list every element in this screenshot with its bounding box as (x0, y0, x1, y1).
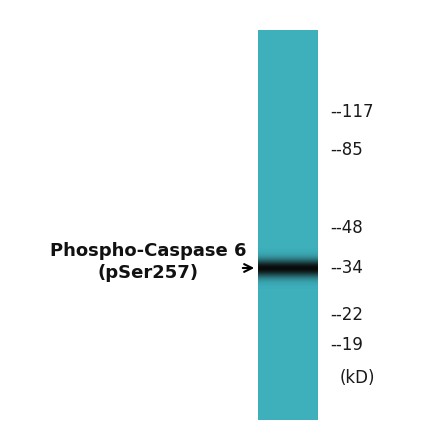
Text: --48: --48 (330, 219, 363, 237)
Bar (258, 249, 318, 250)
Bar (258, 251, 318, 253)
Bar (258, 251, 318, 252)
Bar (258, 284, 318, 285)
Bar (258, 264, 318, 265)
Bar (258, 268, 318, 269)
Bar (258, 266, 318, 268)
Bar (258, 30, 318, 420)
Text: --19: --19 (330, 336, 363, 354)
Bar (258, 265, 318, 266)
Bar (258, 253, 318, 254)
Bar (258, 277, 318, 278)
Bar (258, 279, 318, 280)
Bar (258, 268, 318, 269)
Bar (258, 280, 318, 281)
Bar (258, 284, 318, 285)
Bar (258, 285, 318, 286)
Bar (258, 279, 318, 280)
Bar (258, 270, 318, 271)
Bar (258, 269, 318, 270)
Bar (258, 248, 318, 250)
Text: (kD): (kD) (340, 369, 375, 387)
Bar (258, 271, 318, 272)
Bar (258, 254, 318, 255)
Bar (258, 263, 318, 264)
Bar (258, 260, 318, 261)
Bar (258, 250, 318, 251)
Bar (258, 258, 318, 259)
Bar (258, 250, 318, 251)
Bar (258, 259, 318, 261)
Bar (258, 253, 318, 254)
Bar (258, 257, 318, 258)
Bar (258, 274, 318, 275)
Bar (258, 278, 318, 279)
Bar (258, 277, 318, 279)
Bar (258, 259, 318, 260)
Bar (258, 273, 318, 274)
Bar (258, 262, 318, 263)
Bar (258, 257, 318, 258)
Bar (258, 273, 318, 274)
Bar (258, 272, 318, 273)
Bar (258, 282, 318, 283)
Bar (258, 287, 318, 288)
Bar (258, 281, 318, 283)
Bar (258, 252, 318, 253)
Bar (258, 266, 318, 267)
Bar (258, 255, 318, 256)
Bar (258, 265, 318, 266)
Bar (258, 261, 318, 262)
Bar (258, 280, 318, 281)
Bar (258, 283, 318, 284)
Bar (258, 258, 318, 259)
Bar (258, 269, 318, 270)
Text: --117: --117 (330, 103, 374, 121)
Bar (258, 286, 318, 287)
Bar (258, 276, 318, 277)
Bar (258, 256, 318, 257)
Bar (258, 276, 318, 277)
Bar (258, 248, 318, 249)
Text: --85: --85 (330, 141, 363, 159)
Text: --22: --22 (330, 306, 363, 324)
Bar (258, 285, 318, 287)
Text: (pSer257): (pSer257) (98, 264, 198, 282)
Bar (258, 274, 318, 276)
Bar (258, 283, 318, 284)
Bar (258, 287, 318, 288)
Bar (258, 264, 318, 265)
Text: --34: --34 (330, 259, 363, 277)
Bar (258, 267, 318, 268)
Bar (258, 270, 318, 272)
Bar (258, 254, 318, 255)
Bar (258, 261, 318, 262)
Bar (258, 262, 318, 264)
Bar (258, 275, 318, 276)
Text: Phospho-Caspase 6: Phospho-Caspase 6 (50, 242, 246, 260)
Bar (258, 255, 318, 257)
Bar (258, 272, 318, 273)
Bar (258, 281, 318, 282)
